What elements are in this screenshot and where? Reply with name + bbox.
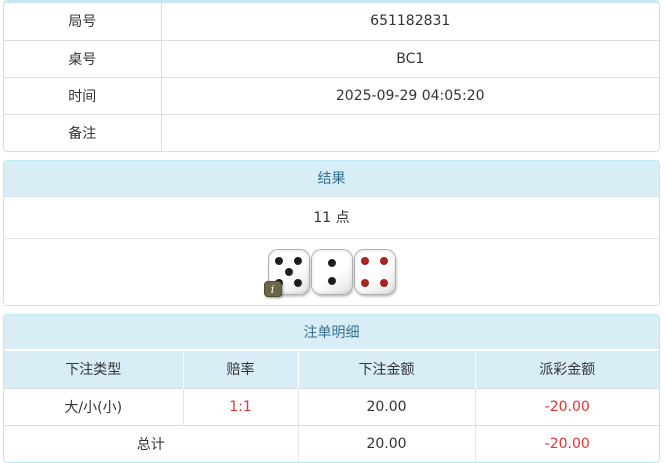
result-panel: 结果 11 点 i bbox=[3, 160, 660, 306]
die-5: i bbox=[263, 250, 309, 297]
die-pip bbox=[284, 268, 293, 276]
remark-value bbox=[161, 113, 659, 151]
die-pip bbox=[380, 278, 389, 287]
game-info-table: 局号 651182831 桌号 BC1 时间 2025-09-29 04:05:… bbox=[4, 3, 659, 151]
col-header-bet-amount: 下注金额 bbox=[297, 351, 475, 388]
die-2 bbox=[311, 250, 352, 294]
odds-cell: 1:1 bbox=[182, 387, 298, 425]
col-header-odds: 赔率 bbox=[182, 351, 298, 388]
game-info-panel: 局号 651182831 桌号 BC1 时间 2025-09-29 04:05:… bbox=[3, 0, 660, 152]
result-panel-title: 结果 bbox=[4, 161, 659, 197]
total-label: 总计 bbox=[4, 424, 298, 462]
bet-header-row: 下注类型 赔率 下注金额 派彩金额 bbox=[4, 351, 659, 388]
table-number-label: 桌号 bbox=[4, 39, 162, 77]
total-bet-amount: 20.00 bbox=[297, 424, 475, 462]
result-points: 11 点 bbox=[4, 197, 659, 239]
time-label: 时间 bbox=[4, 76, 162, 114]
table-row: 时间 2025-09-29 04:05:20 bbox=[4, 76, 659, 114]
game-number-label: 局号 bbox=[4, 3, 162, 40]
col-header-payout: 派彩金额 bbox=[474, 351, 659, 388]
die-4 bbox=[354, 250, 395, 294]
bet-row: 大/小(小) 1:1 20.00 -20.00 bbox=[4, 387, 659, 425]
info-badge[interactable]: i bbox=[263, 281, 282, 297]
remark-label: 备注 bbox=[4, 113, 162, 151]
bet-panel-title: 注单明细 bbox=[4, 315, 659, 351]
table-number-value: BC1 bbox=[161, 39, 659, 77]
die-pip bbox=[380, 257, 389, 266]
table-row: 备注 bbox=[4, 113, 659, 151]
col-header-bet-type: 下注类型 bbox=[4, 351, 183, 388]
die-pip bbox=[327, 258, 336, 267]
die-pip bbox=[360, 278, 369, 287]
bet-type-cell: 大/小(小) bbox=[4, 387, 183, 425]
bet-details-table: 下注类型 赔率 下注金额 派彩金额 大/小(小) 1:1 20.00 -20.0… bbox=[4, 351, 659, 462]
table-row: 局号 651182831 bbox=[4, 3, 659, 40]
table-row: 桌号 BC1 bbox=[4, 39, 659, 77]
die-pip bbox=[274, 257, 283, 266]
die-pip bbox=[294, 278, 303, 287]
game-number-value: 651182831 bbox=[370, 13, 451, 30]
time-value: 2025-09-29 04:05:20 bbox=[161, 76, 659, 114]
bet-details-panel: 注单明细 下注类型 赔率 下注金额 派彩金额 大/小(小) 1:1 20.00 … bbox=[3, 314, 660, 463]
payout-cell: -20.00 bbox=[474, 387, 659, 425]
total-row: 总计 20.00 -20.00 bbox=[4, 424, 659, 462]
die-pip bbox=[360, 257, 369, 266]
total-payout: -20.00 bbox=[474, 424, 659, 462]
die-pip bbox=[294, 257, 303, 266]
die-pip bbox=[327, 277, 336, 286]
dice-row: i bbox=[4, 239, 659, 305]
bet-amount-cell: 20.00 bbox=[297, 387, 475, 425]
